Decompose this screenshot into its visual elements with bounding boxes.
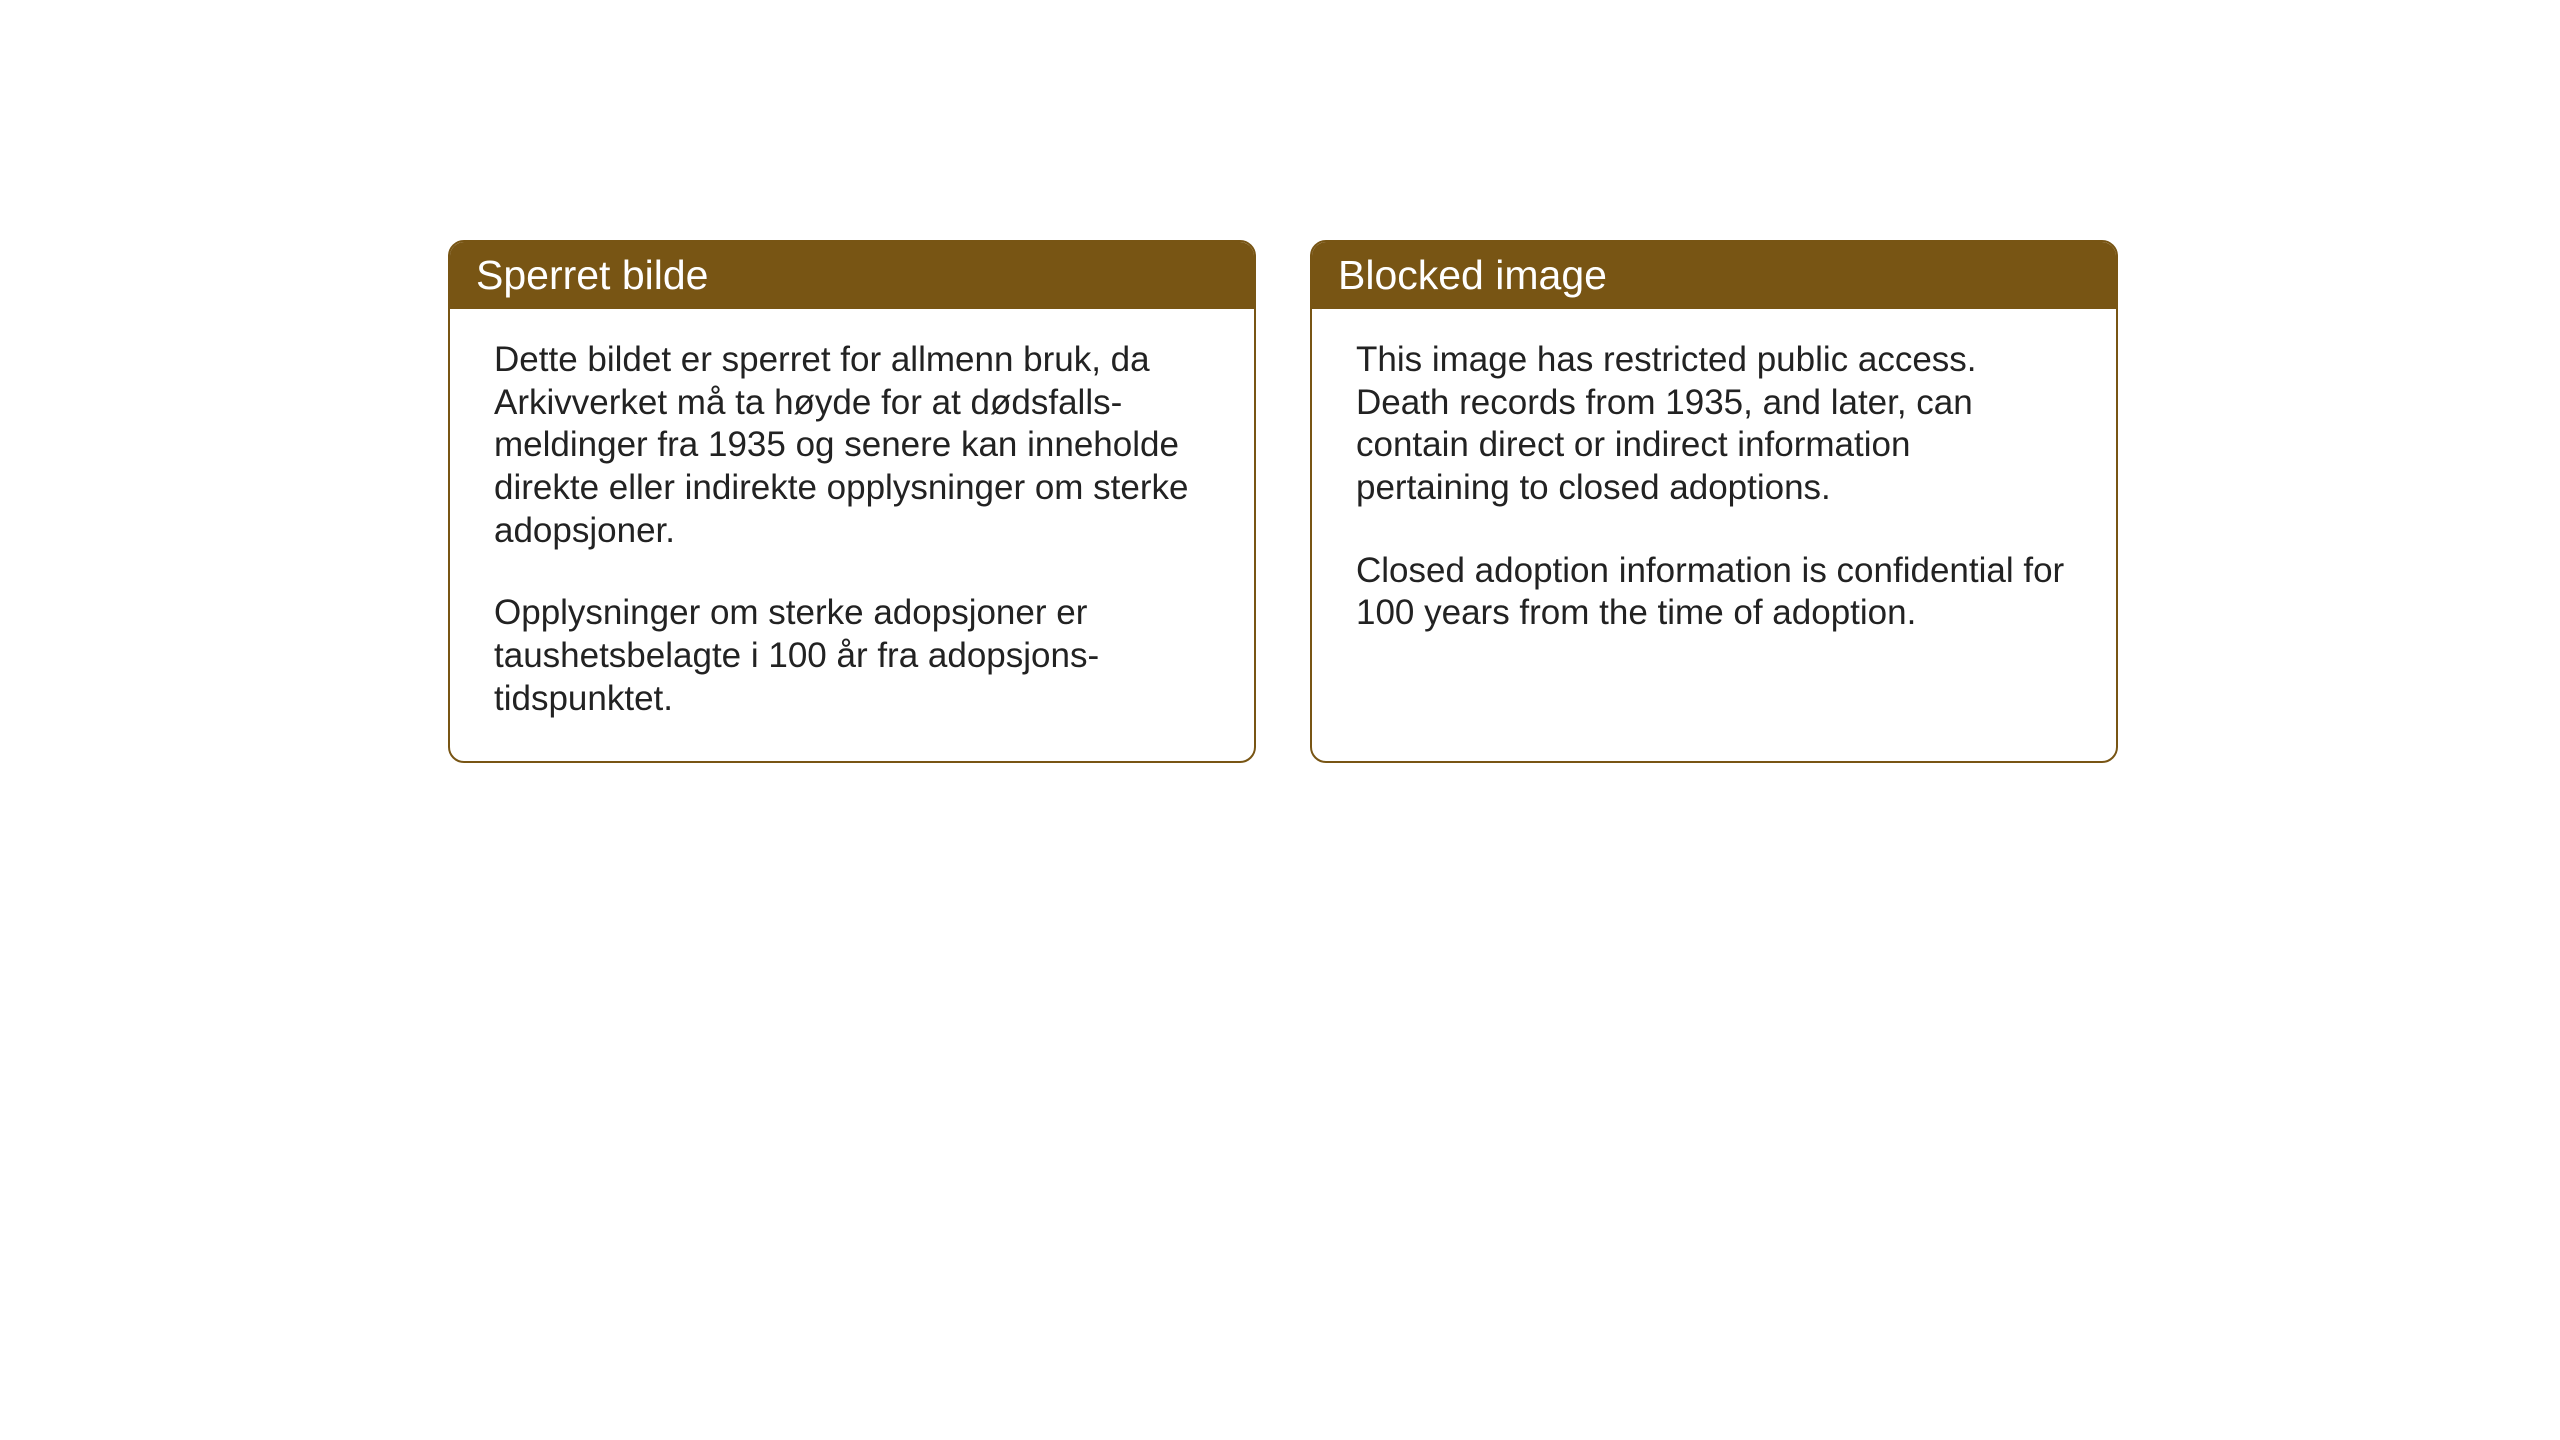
english-paragraph-2: Closed adoption information is confident… <box>1356 550 2072 635</box>
english-paragraph-1: This image has restricted public access.… <box>1356 339 2072 510</box>
card-header-english: Blocked image <box>1312 242 2116 309</box>
card-body-norwegian: Dette bildet er sperret for allmenn bruk… <box>450 309 1254 761</box>
norwegian-paragraph-1: Dette bildet er sperret for allmenn bruk… <box>494 339 1210 552</box>
card-body-english: This image has restricted public access.… <box>1312 309 2116 749</box>
card-norwegian: Sperret bilde Dette bildet er sperret fo… <box>448 240 1256 763</box>
card-english: Blocked image This image has restricted … <box>1310 240 2118 763</box>
norwegian-paragraph-2: Opplysninger om sterke adopsjoner er tau… <box>494 592 1210 720</box>
cards-container: Sperret bilde Dette bildet er sperret fo… <box>448 240 2560 763</box>
card-header-norwegian: Sperret bilde <box>450 242 1254 309</box>
